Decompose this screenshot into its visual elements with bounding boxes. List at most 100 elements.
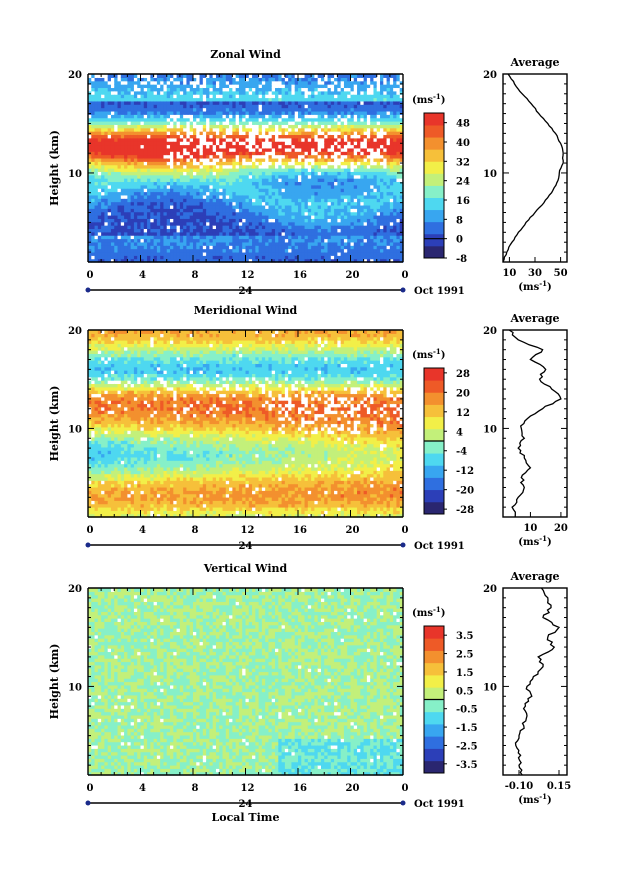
profile-x-label: (ms-1): [518, 534, 551, 548]
date-axis-end: [400, 800, 406, 806]
colorbar-label: 40: [456, 138, 470, 149]
profile-y-tick-label: 20: [483, 326, 497, 337]
panel-3: Vertical Wind 20 10 0 4 8 12 16 20 0 24 Oct 1991 Loc…: [48, 562, 571, 824]
colorbar-label: 3.5: [456, 631, 473, 642]
panel-title: Zonal Wind: [210, 48, 281, 61]
colorbar-segment: [424, 185, 444, 198]
colorbar-segment: [424, 221, 444, 235]
colorbar-segment: [424, 245, 444, 259]
colorbar-unit-base: (ms: [412, 95, 433, 106]
colorbar-label: -1.5: [456, 723, 478, 734]
panel-title: Meridional Wind: [194, 304, 298, 317]
colorbar-segment: [424, 699, 444, 713]
colorbar-segment: [424, 173, 444, 186]
colorbar-frame: [423, 112, 445, 259]
profile-y-tick-label: 20: [483, 584, 497, 595]
date-suffix: Oct 1991: [414, 799, 465, 810]
profile-x-tick-label: 20: [554, 523, 568, 534]
profile-frame: [502, 587, 568, 776]
x-tick-label: 0: [402, 783, 409, 794]
y-tick-label: 10: [68, 682, 82, 693]
colorbar-label: 4: [456, 427, 463, 438]
colorbar-segment: [424, 113, 444, 126]
y-axis-label: Height (km): [48, 130, 61, 206]
colorbar-label: -4: [456, 447, 467, 458]
colorbar-segment: [424, 650, 444, 664]
profile-line: [514, 587, 561, 776]
colorbar-label: 12: [456, 408, 470, 419]
profile-frame: [502, 329, 568, 518]
x-tick-label: 16: [293, 525, 307, 536]
colorbar-segment: [424, 209, 444, 223]
profile-x-label: (ms-1): [518, 792, 551, 806]
colorbar-label: 20: [456, 388, 470, 399]
heatmap-field: [88, 588, 404, 776]
profile-title: Average: [509, 56, 559, 69]
colorbar-segment: [424, 404, 444, 418]
profile-x-label-exp: -1: [539, 534, 547, 543]
colorbar-segment: [424, 137, 444, 150]
profile-title: Average: [509, 312, 559, 325]
x-tick-label: 0: [87, 525, 94, 536]
profile-x-label-base: (ms: [518, 795, 539, 806]
colorbar: 48 40 32 24 16 8 0 -8 (ms-1): [412, 92, 470, 265]
colorbar-label: 2.5: [456, 650, 473, 661]
colorbar-segment: [424, 501, 444, 515]
profile-x-tick-label: 10: [523, 523, 537, 534]
colorbar-unit-exp: -1: [433, 92, 441, 101]
colorbar-unit-close: ): [441, 608, 446, 619]
colorbar-label: 0: [456, 235, 463, 246]
profile-x-label-close: ): [547, 795, 552, 806]
colorbar-unit: (ms-1): [412, 605, 445, 619]
colorbar-unit-base: (ms: [412, 350, 433, 361]
profile-x-label-close: ): [547, 282, 552, 293]
x-tick-label: 0: [402, 525, 409, 536]
date-axis-end: [400, 287, 406, 293]
profile-x-label-exp: -1: [539, 279, 547, 288]
profile-x-label: (ms-1): [518, 279, 551, 293]
colorbar-segment: [424, 453, 444, 466]
date-label: 24: [239, 286, 253, 297]
x-tick-label: 16: [293, 270, 307, 281]
date-axis-start: [85, 542, 91, 548]
colorbar-unit-close: ): [441, 350, 446, 361]
colorbar-segment: [424, 477, 444, 491]
profile-y-tick-label: 10: [483, 424, 497, 435]
profile-frame: [502, 73, 568, 263]
colorbar-label: -0.5: [456, 705, 478, 716]
colorbar-segment: [424, 687, 444, 700]
colorbar-label: 48: [456, 119, 470, 130]
x-tick-label: 12: [241, 783, 255, 794]
colorbar-segment: [424, 626, 444, 639]
profile-y-tick-label: 20: [483, 70, 497, 81]
x-tick-label: 20: [346, 270, 360, 281]
profile-line: [502, 73, 564, 263]
date-axis-start: [85, 287, 91, 293]
colorbar-label: -2.5: [456, 741, 478, 752]
x-tick-label: 8: [192, 525, 199, 536]
colorbar-segment: [424, 233, 444, 247]
profile-x-tick-label: 0.15: [547, 781, 571, 792]
x-tick-label: 16: [293, 783, 307, 794]
colorbar: 28 20 12 4 -4 -12 -20 -28 (ms-1): [412, 347, 474, 516]
colorbar-label: 1.5: [456, 668, 473, 679]
colorbar-label: -28: [456, 505, 474, 516]
colorbar-segment: [424, 392, 444, 405]
colorbar-segment: [424, 662, 444, 676]
x-tick-label: 0: [87, 270, 94, 281]
colorbar-label: -8: [456, 254, 467, 265]
profile-y-tick-label: 10: [483, 682, 497, 693]
date-suffix: Oct 1991: [414, 286, 465, 297]
colorbar-unit-exp: -1: [433, 347, 441, 356]
colorbar-unit-exp: -1: [433, 605, 441, 614]
heatmap-field: [88, 330, 404, 518]
profile-x-tick-label: 30: [528, 268, 542, 279]
x-tick-label: 0: [87, 783, 94, 794]
colorbar-segment: [424, 711, 444, 725]
colorbar-segment: [424, 760, 444, 774]
